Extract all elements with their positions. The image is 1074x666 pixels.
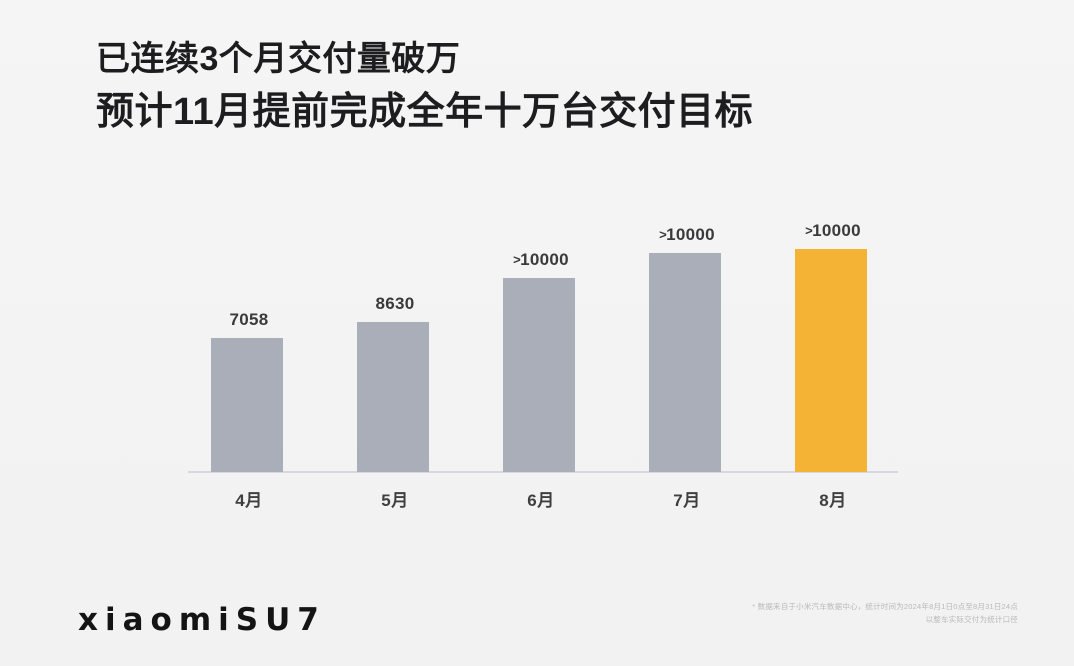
chart-baseline xyxy=(188,471,898,473)
footnote: * 数据来自于小米汽车数据中心，统计时间为2024年8月1日0点至8月31日24… xyxy=(598,600,1018,626)
bar-value-label: >10000 xyxy=(805,221,861,240)
bar-value-label: >10000 xyxy=(513,250,569,269)
x-axis-label: 8月 xyxy=(819,491,847,510)
bar xyxy=(503,278,575,472)
bar-group: 8630 xyxy=(322,200,468,472)
bar-group: 7058 xyxy=(176,200,322,472)
greater-than-icon: > xyxy=(513,252,522,267)
bar-highlighted xyxy=(795,249,867,472)
bar-group: >10000 xyxy=(760,200,906,472)
xiaomi-su7-logo: xiaomiSU7 xyxy=(78,602,326,638)
chart-x-axis: 4月 5月 6月 7月 8月 xyxy=(176,486,898,516)
greater-than-icon: > xyxy=(659,227,668,242)
bar-group: >10000 xyxy=(614,200,760,472)
bar xyxy=(211,338,283,472)
headline: 已连续3个月交付量破万 预计11月提前完成全年十万台交付目标 xyxy=(96,36,753,138)
footnote-line-1: * 数据来自于小米汽车数据中心，统计时间为2024年8月1日0点至8月31日24… xyxy=(752,602,1018,611)
bar xyxy=(649,253,721,472)
delivery-bar-chart: 7058 8630 >10000 >10000 >10000 4月 5月 6月 7月 8月 xyxy=(176,200,898,520)
brand-wordmark: xiaomi xyxy=(78,602,236,638)
bar-value-label: 7058 xyxy=(229,310,269,329)
bar-value-label: 8630 xyxy=(375,294,415,313)
bar xyxy=(357,322,429,472)
headline-line-2: 预计11月提前完成全年十万台交付目标 xyxy=(96,91,754,133)
x-axis-label: 5月 xyxy=(381,491,409,510)
chart-plot-area: 7058 8630 >10000 >10000 >10000 xyxy=(176,200,898,473)
greater-than-icon: > xyxy=(805,223,814,238)
bar-group: >10000 xyxy=(468,200,614,472)
model-wordmark: SU7 xyxy=(235,602,326,638)
x-axis-label: 4月 xyxy=(235,491,263,510)
bar-value-label: >10000 xyxy=(659,225,715,244)
headline-line-1: 已连续3个月交付量破万 xyxy=(96,40,461,78)
footnote-line-2: 以整车实际交付为统计口径 xyxy=(925,615,1018,624)
x-axis-label: 7月 xyxy=(673,491,701,510)
x-axis-label: 6月 xyxy=(527,491,555,510)
